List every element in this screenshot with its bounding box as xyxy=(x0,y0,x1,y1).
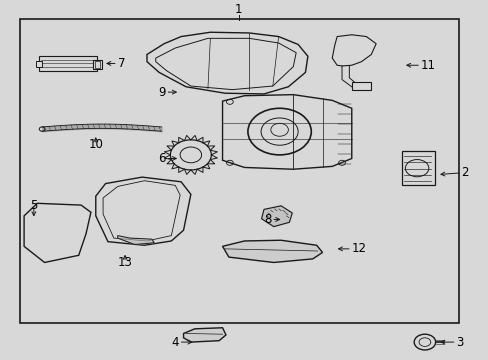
Text: 2: 2 xyxy=(461,166,468,179)
Text: 6: 6 xyxy=(158,152,165,165)
Bar xyxy=(20,19,458,323)
Text: 7: 7 xyxy=(118,57,125,70)
FancyBboxPatch shape xyxy=(36,61,41,67)
Text: 8: 8 xyxy=(264,213,271,226)
Polygon shape xyxy=(183,328,225,342)
Text: 5: 5 xyxy=(30,199,38,212)
Text: 11: 11 xyxy=(420,59,435,72)
FancyBboxPatch shape xyxy=(39,56,97,71)
FancyBboxPatch shape xyxy=(93,59,102,69)
Text: 13: 13 xyxy=(117,256,132,269)
Polygon shape xyxy=(118,235,154,244)
Text: 1: 1 xyxy=(234,3,242,16)
Text: 10: 10 xyxy=(88,138,103,151)
Text: 3: 3 xyxy=(456,336,463,348)
Text: 4: 4 xyxy=(171,336,178,348)
FancyBboxPatch shape xyxy=(351,82,370,90)
FancyBboxPatch shape xyxy=(401,151,434,185)
Polygon shape xyxy=(222,240,322,262)
Polygon shape xyxy=(261,206,292,226)
Text: 9: 9 xyxy=(158,86,165,99)
FancyBboxPatch shape xyxy=(95,61,100,68)
Text: 12: 12 xyxy=(351,242,366,255)
